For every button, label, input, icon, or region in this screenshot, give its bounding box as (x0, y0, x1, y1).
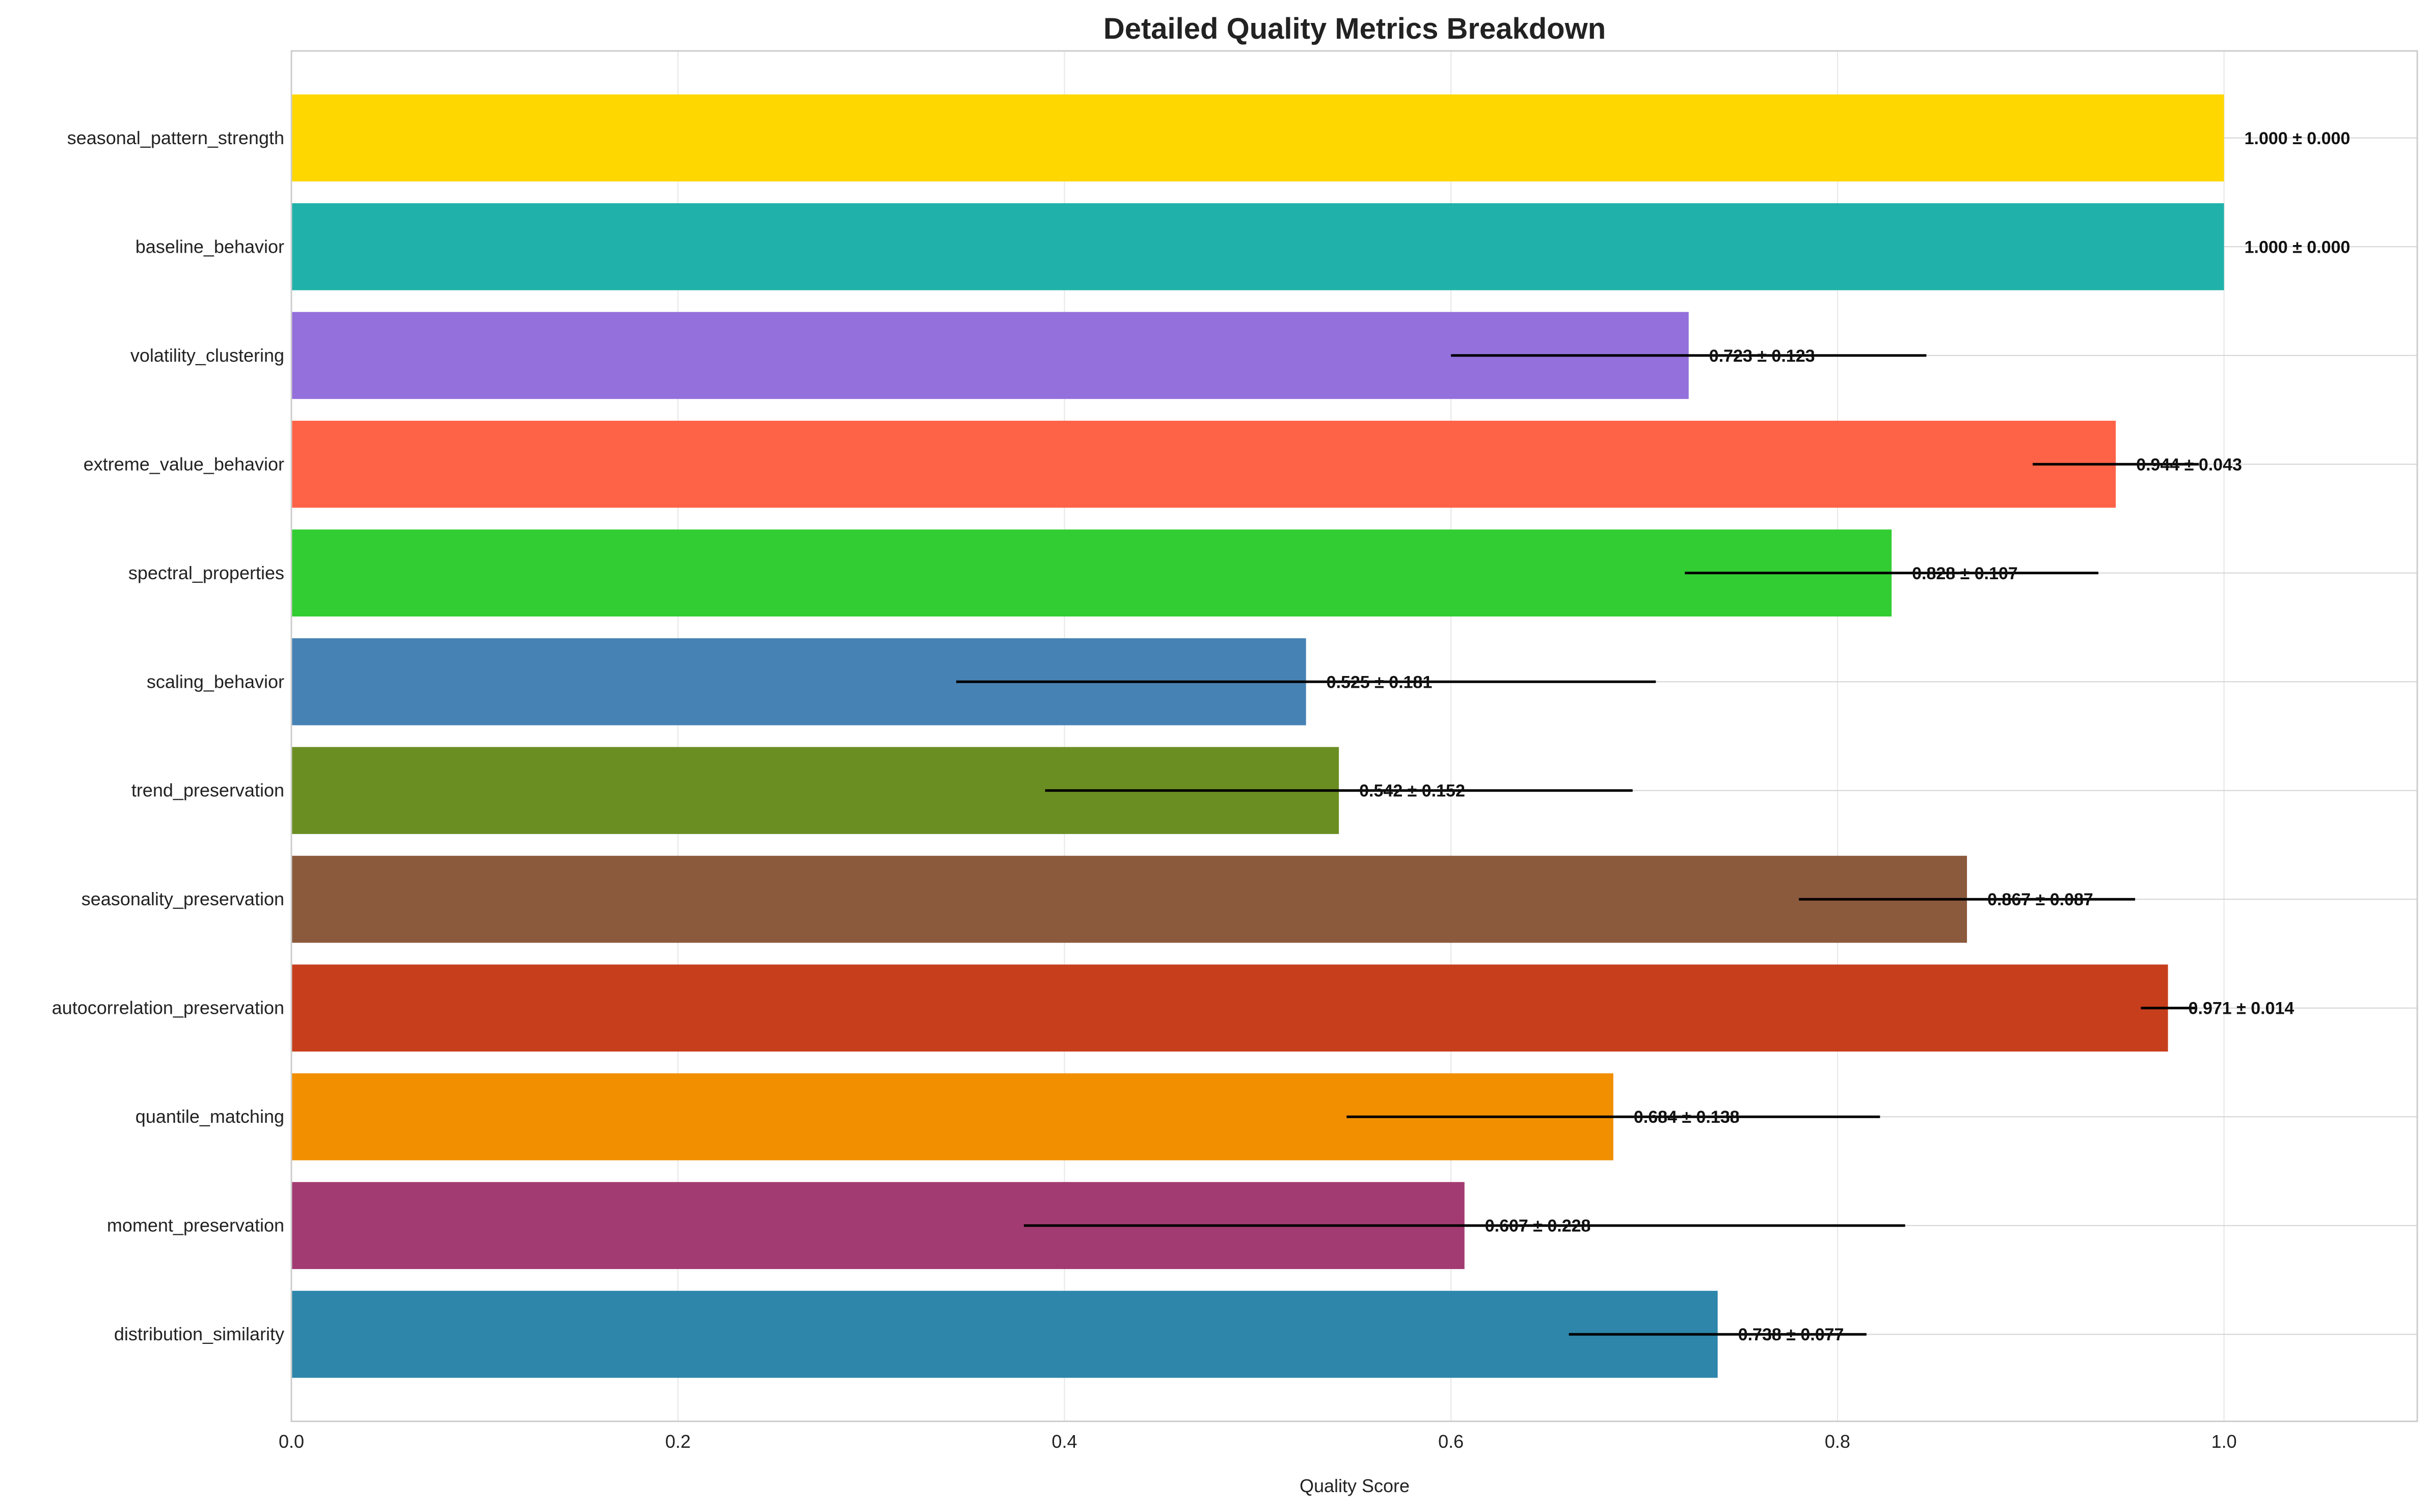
chart-title: Detailed Quality Metrics Breakdown (1103, 12, 1606, 45)
x-axis-title: Quality Score (1300, 1475, 1410, 1496)
category-label: autocorrelation_preservation (52, 997, 284, 1018)
category-label: extreme_value_behavior (84, 453, 284, 474)
value-label: 0.723 ± 0.123 (1709, 346, 1815, 366)
bar-seasonality-preservation (291, 855, 1967, 943)
plot-frame (290, 50, 2418, 1422)
category-label: trend_preservation (131, 780, 284, 801)
x-tick-label: 0.0 (279, 1431, 304, 1452)
category-label: quantile_matching (136, 1106, 284, 1127)
value-label: 1.000 ± 0.000 (2245, 129, 2351, 148)
value-label: 0.738 ± 0.077 (1738, 1325, 1844, 1344)
value-label: 0.971 ± 0.014 (2189, 999, 2295, 1018)
error-bars-layer (956, 354, 2199, 1336)
value-labels-layer: 1.000 ± 0.000 1.000 ± 0.000 0.723 ± 0.123 0… (1327, 129, 2351, 1344)
category-labels-layer: seasonal_pattern_strength baseline_behavi… (52, 127, 284, 1344)
category-label: baseline_behavior (136, 236, 284, 257)
category-label: spectral_properties (128, 562, 284, 583)
value-label: 0.607 ± 0.228 (1485, 1217, 1591, 1236)
value-label: 1.000 ± 0.000 (2245, 237, 2351, 257)
value-label: 0.684 ± 0.138 (1634, 1108, 1740, 1127)
x-tick-label: 1.0 (2211, 1431, 2237, 1452)
category-label: scaling_behavior (147, 671, 284, 692)
category-label: seasonality_preservation (82, 888, 284, 909)
bar-extreme-value-behavior (291, 420, 2116, 508)
x-tick-label: 0.4 (1051, 1431, 1077, 1452)
value-label: 0.867 ± 0.087 (1987, 890, 2093, 909)
x-tick-label: 0.8 (1825, 1431, 1850, 1452)
tick-labels-layer: 0.0 0.2 0.4 0.6 0.8 1.0 (279, 1431, 2237, 1452)
x-tick-label: 0.2 (665, 1431, 691, 1452)
value-label: 0.828 ± 0.107 (1912, 564, 2018, 583)
category-label: seasonal_pattern_strength (67, 127, 284, 148)
bar-distribution-similarity (291, 1290, 1718, 1378)
category-label: volatility_clustering (130, 345, 284, 366)
bar-spectral-properties (291, 529, 1892, 617)
value-label: 0.944 ± 0.043 (2136, 455, 2242, 474)
x-tick-label: 0.6 (1438, 1431, 1464, 1452)
bar-seasonal-pattern-strength (291, 94, 2224, 182)
category-label: distribution_similarity (114, 1324, 284, 1344)
bar-baseline-behavior (291, 203, 2224, 290)
category-label: moment_preservation (107, 1215, 284, 1236)
bar-autocorrelation-preservation (291, 964, 2168, 1052)
value-label: 0.542 ± 0.152 (1359, 781, 1465, 801)
value-label: 0.525 ± 0.181 (1327, 672, 1433, 692)
